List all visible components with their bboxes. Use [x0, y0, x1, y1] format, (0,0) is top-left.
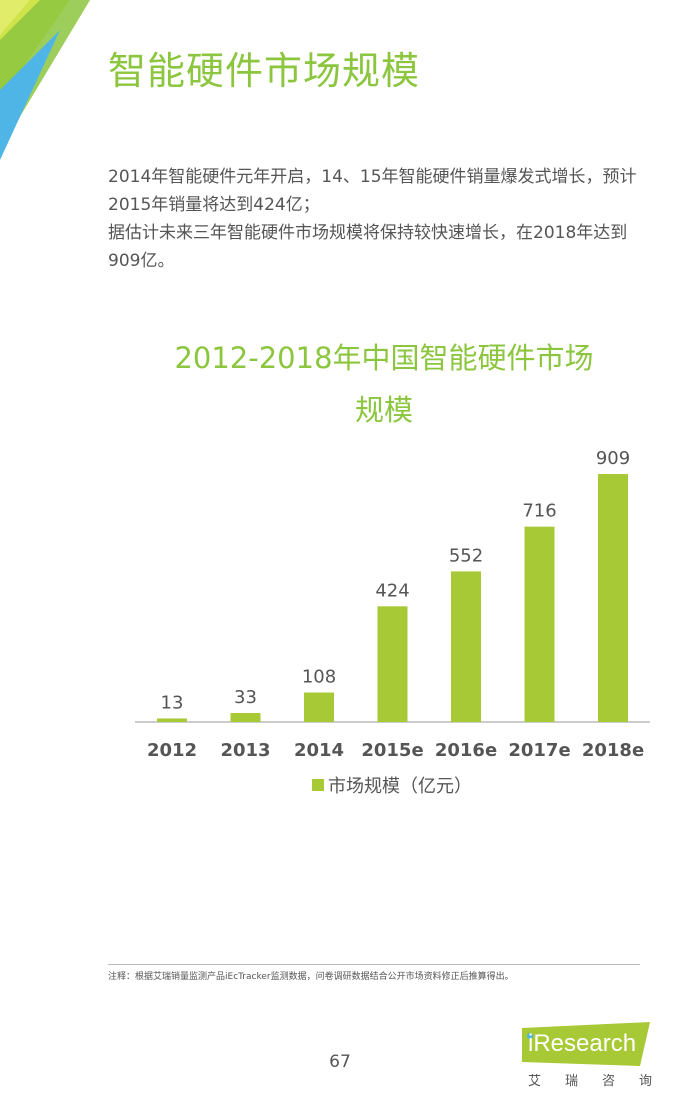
logo-subtitle-char: 瑞 — [564, 1074, 578, 1089]
bar-2013 — [230, 712, 261, 722]
logo-subtitle-char: 艾 — [528, 1074, 542, 1089]
x-tick-label-2013: 2013 — [220, 740, 270, 761]
logo-subtitle-char: 询 — [638, 1074, 652, 1089]
bar-chart: 13 2012 33 2013 108 2014 424 2015e 552 2016e 716 20… — [135, 448, 650, 761]
bar-2014 — [304, 692, 334, 722]
legend-label: 市场规模（亿元） — [328, 776, 472, 797]
bar-2016e — [451, 571, 481, 722]
x-tick-label-2016e: 2016e — [435, 740, 497, 761]
data-label-2016e: 552 — [449, 545, 483, 566]
intro-text: 2014年智能硬件元年开启，14、15年智能硬件销量爆发式增长，预计2015年销… — [108, 163, 638, 275]
x-tick-label-2018e: 2018e — [582, 740, 644, 761]
logo-wordmark: iResearch — [528, 1030, 637, 1057]
x-tick-label-2012: 2012 — [147, 740, 197, 761]
x-tick-label-2014: 2014 — [294, 740, 344, 761]
logo-subtitle-char: 咨 — [601, 1074, 615, 1089]
chart-title: 2012-2018年中国智能硬件市场 规模 — [120, 332, 648, 436]
chart-title-line-1: 2012-2018年中国智能硬件市场 — [174, 341, 594, 375]
footnote: 注释：根据艾瑞销量监测产品iEcTracker监测数据，问卷调研数据结合公开市场… — [108, 972, 514, 982]
intro-paragraph-1: 2014年智能硬件元年开启，14、15年智能硬件销量爆发式增长，预计2015年销… — [108, 167, 637, 215]
data-label-2015e: 424 — [375, 580, 409, 601]
x-tick-label-2015e: 2015e — [361, 740, 423, 761]
data-label-2017e: 716 — [522, 501, 556, 522]
legend-swatch — [312, 779, 324, 791]
data-label-2014: 108 — [302, 667, 336, 688]
chart-title-line-2: 规模 — [354, 393, 413, 427]
corner-decoration — [0, 0, 90, 160]
data-label-2018e: 909 — [596, 448, 630, 469]
chart-legend: 市场规模（亿元） — [312, 772, 472, 798]
logo-banner — [522, 1022, 650, 1066]
iresearch-logo: iResearch 艾 瑞 咨 询 — [522, 1022, 652, 1092]
page-title: 智能硬件市场规模 — [108, 49, 421, 93]
intro-paragraph-2: 据估计未来三年智能硬件市场规模将保持较快速增长，在2018年达到909亿。 — [108, 223, 628, 271]
bar-2012 — [157, 718, 187, 722]
data-label-2013: 33 — [234, 687, 257, 708]
page-number: 67 — [329, 1052, 351, 1072]
bar-2017e — [524, 526, 555, 722]
bar-2015e — [377, 606, 408, 722]
footnote-divider — [108, 964, 640, 965]
x-tick-label-2017e: 2017e — [508, 740, 570, 761]
logo-subtitle: 艾 瑞 咨 询 — [528, 1070, 652, 1089]
data-label-2012: 13 — [161, 692, 184, 713]
bar-2018e — [598, 474, 628, 722]
